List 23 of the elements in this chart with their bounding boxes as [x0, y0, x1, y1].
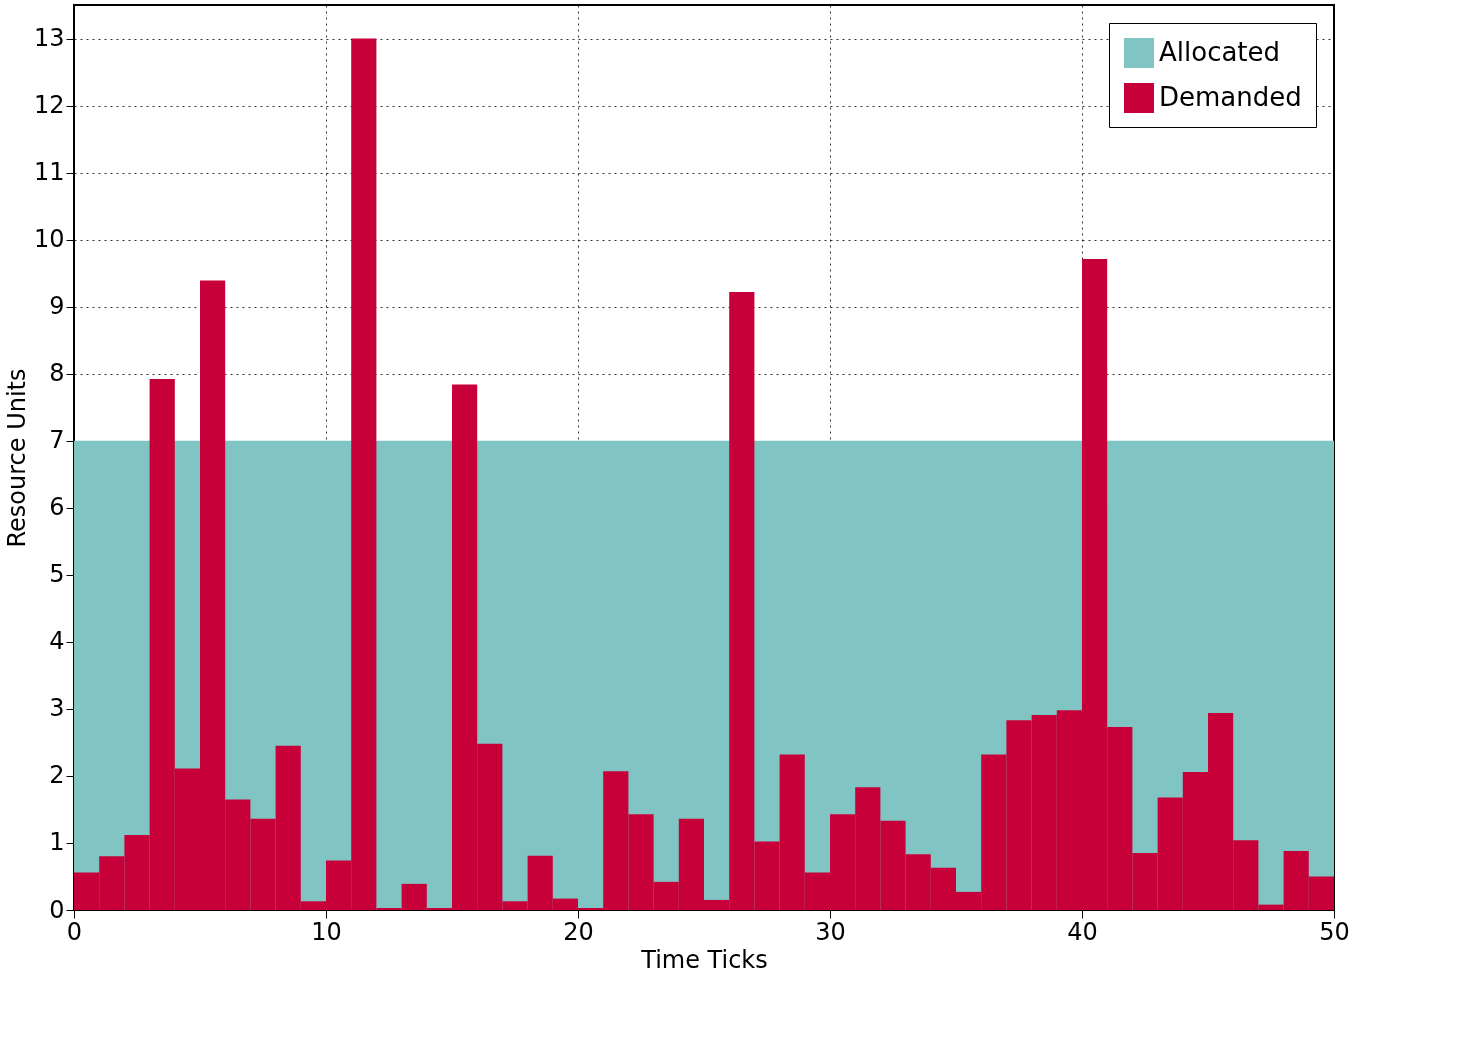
y-tick-label: 12 — [33, 91, 65, 120]
y-tick-label: 9 — [49, 292, 65, 321]
y-tick-label: 13 — [33, 24, 65, 53]
y-tick-label: 1 — [49, 828, 65, 857]
y-tick-label: 8 — [49, 359, 65, 388]
x-axis-title: Time Ticks — [640, 945, 768, 974]
legend-label: Demanded — [1159, 82, 1302, 112]
y-tick-label: 6 — [49, 493, 65, 522]
legend-label: Allocated — [1159, 37, 1281, 67]
y-tick-label: 11 — [33, 158, 65, 187]
y-tick-label: 7 — [49, 426, 65, 455]
y-tick-label: 0 — [49, 895, 65, 924]
y-tick-label: 3 — [49, 694, 65, 723]
x-tick-label: 50 — [1319, 917, 1350, 946]
y-tick-label: 5 — [49, 560, 65, 589]
y-tick-label: 10 — [33, 225, 65, 254]
x-tick-label: 10 — [311, 917, 342, 946]
x-tick-label: 30 — [815, 917, 846, 946]
y-axis-title: Resource Units — [2, 368, 31, 548]
x-tick-label: 40 — [1067, 917, 1098, 946]
x-tick-label: 20 — [563, 917, 594, 946]
y-tick-label: 2 — [49, 761, 65, 790]
y-tick-label: 4 — [49, 627, 65, 656]
